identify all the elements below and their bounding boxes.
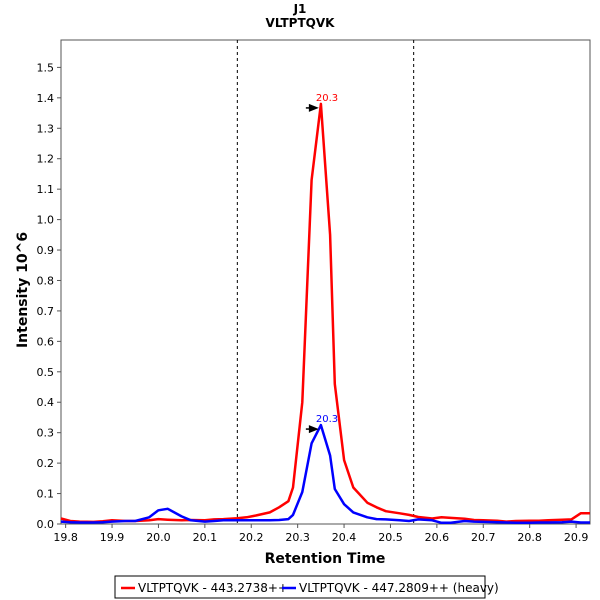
x-tick-label: 20.7 xyxy=(471,531,496,544)
y-tick-label: 0.0 xyxy=(37,518,55,531)
chart-subtitle: VLTPTQVK xyxy=(266,16,336,30)
plot-frame xyxy=(60,39,591,525)
x-tick-label: 20.0 xyxy=(146,531,171,544)
x-tick-label: 19.8 xyxy=(53,531,78,544)
y-tick-label: 0.1 xyxy=(37,488,55,501)
series-line-heavy xyxy=(60,423,590,525)
x-tick-label: 20.6 xyxy=(425,531,450,544)
y-tick-label: 0.5 xyxy=(37,366,55,379)
x-tick-label: 20.3 xyxy=(285,531,310,544)
peak-arrow-icon xyxy=(308,425,319,434)
y-tick-label: 0.9 xyxy=(37,244,55,257)
y-tick-label: 0.6 xyxy=(37,335,55,348)
plot-area xyxy=(60,39,591,525)
y-tick-label: 1.3 xyxy=(37,122,55,135)
legend-label-light: VLTPTQVK - 443.2738++ xyxy=(138,581,288,595)
x-tick-label: 20.5 xyxy=(378,531,403,544)
legend-label-heavy: VLTPTQVK - 447.2809++ (heavy) xyxy=(299,581,499,595)
chart-title: J1 xyxy=(293,2,307,16)
peak-boundaries xyxy=(236,40,415,524)
y-tick-label: 0.2 xyxy=(37,457,55,470)
y-tick-label: 1.2 xyxy=(37,153,55,166)
legend-box xyxy=(114,575,486,599)
x-tick-label: 20.4 xyxy=(332,531,357,544)
y-tick-label: 1.0 xyxy=(37,214,55,227)
peak-annotations: 20.3 20.3 xyxy=(305,93,338,434)
x-tick-label: 20.9 xyxy=(564,531,589,544)
y-axis: 0.0 0.1 0.2 0.3 0.4 0.5 0.6 0.7 0.8 0.9 1.0 1.1 1.2 1… xyxy=(37,61,61,531)
x-axis: 19.8 19.9 20.0 20.1 20.2 20.3 20.4 20.5 20.6 20.7… xyxy=(53,524,588,544)
y-tick-label: 0.7 xyxy=(37,305,55,318)
peak-arrow-icon xyxy=(308,103,319,112)
x-tick-label: 20.8 xyxy=(517,531,542,544)
y-tick-label: 1.5 xyxy=(37,61,55,74)
series-layer xyxy=(60,102,590,525)
y-tick-label: 1.4 xyxy=(37,92,55,105)
x-tick-label: 20.1 xyxy=(193,531,218,544)
y-tick-label: 0.3 xyxy=(37,427,55,440)
y-tick-label: 0.4 xyxy=(37,396,55,409)
y-tick-label: 1.1 xyxy=(37,183,55,196)
legend: VLTPTQVK - 443.2738++ VLTPTQVK - 447.280… xyxy=(114,575,499,599)
x-tick-label: 19.9 xyxy=(100,531,125,544)
x-axis-label: Retention Time xyxy=(265,551,386,567)
peak-label-light: 20.3 xyxy=(316,93,338,104)
peak-label-heavy: 20.3 xyxy=(316,414,338,425)
x-tick-label: 20.2 xyxy=(239,531,264,544)
y-axis-label: Intensity 10^6 xyxy=(15,232,31,348)
y-tick-label: 0.8 xyxy=(37,274,55,287)
